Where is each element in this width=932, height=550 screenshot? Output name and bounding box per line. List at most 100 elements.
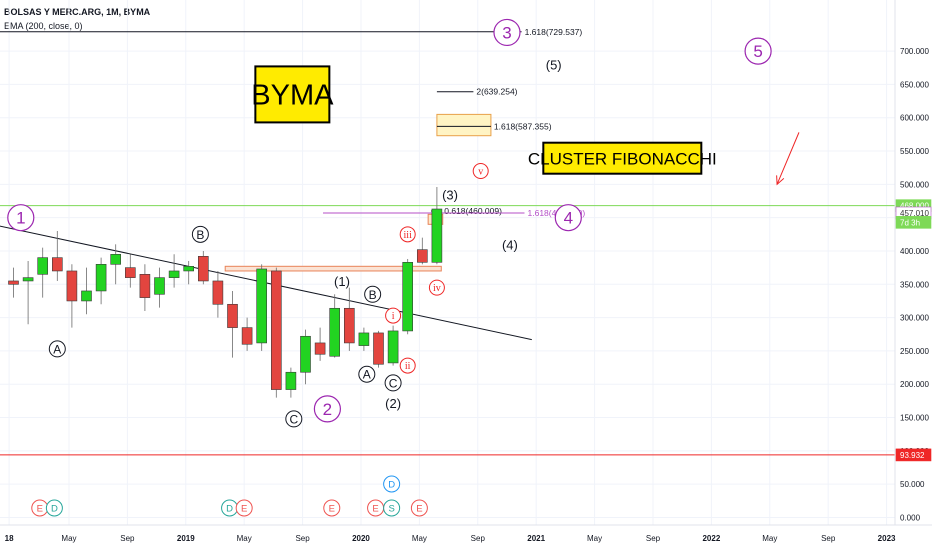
wave-label-circle	[285, 410, 303, 428]
wave-label-circle	[358, 365, 376, 383]
wave-label-minor: iv	[433, 283, 441, 294]
cluster-annotation-box	[542, 141, 703, 175]
y-tick-label: 350.000	[900, 280, 929, 289]
candle	[8, 280, 19, 285]
candle	[198, 256, 209, 282]
x-tick-label: 2020	[352, 534, 370, 543]
candle	[125, 267, 136, 278]
event-marker-circle	[410, 499, 428, 517]
x-tick-label: Sep	[646, 534, 661, 543]
x-tick-label: 2022	[702, 534, 720, 543]
candle	[300, 335, 311, 373]
y-tick-label: 700.000	[900, 47, 929, 56]
wave-label-circle	[384, 374, 402, 392]
wave-label-minor: iii	[404, 230, 413, 241]
wave-label-circle	[364, 285, 382, 303]
fib-highlight-box	[436, 113, 492, 137]
candle	[81, 290, 92, 302]
candle	[431, 208, 443, 263]
wave-label-abc: C	[289, 412, 298, 426]
event-marker: E	[372, 504, 378, 515]
candle	[154, 277, 165, 295]
event-marker-circle	[383, 475, 401, 493]
candle	[314, 342, 326, 355]
y-tick-label: 650.000	[900, 80, 929, 89]
y-tick-label: 250.000	[900, 347, 929, 356]
candle	[416, 249, 428, 263]
x-tick-label: 2021	[527, 534, 545, 543]
fib-level-label: 0.618(460.009)	[444, 206, 502, 216]
event-marker-circle	[383, 499, 401, 517]
arrow-head	[776, 175, 785, 186]
x-tick-label: Sep	[295, 534, 310, 543]
wave-label-intermediate: (5)	[546, 57, 562, 72]
chart-symbol-title: BOLSAS Y MERC.ARG, 1M, BYMA	[4, 7, 151, 17]
fib-level-label: 1.618(729.537)	[525, 27, 583, 37]
candle	[270, 270, 282, 390]
y-tick-label: 400.000	[900, 247, 929, 256]
event-marker-circle	[323, 499, 341, 517]
wave-label-circle	[428, 279, 445, 296]
price-label: 468.000	[900, 202, 929, 211]
wave-label-abc: B	[196, 228, 204, 242]
wave-label-circle	[399, 226, 416, 243]
x-tick-label: Sep	[120, 534, 135, 543]
wave-label-circle	[472, 163, 489, 180]
wave-label-circle	[493, 18, 521, 47]
wave-label-primary: 3	[502, 23, 511, 42]
wave-label-minor: v	[478, 167, 483, 178]
candle	[66, 270, 78, 302]
y-tick-label: 300.000	[900, 314, 929, 323]
cluster-annotation: CLUSTER FIBONACCHI	[528, 150, 717, 169]
y-tick-label: 150.000	[900, 414, 929, 423]
candle	[402, 262, 414, 332]
y-tick-label: 500.000	[900, 180, 929, 189]
candle	[227, 303, 238, 328]
candle	[285, 371, 297, 390]
wave-label-circle	[385, 307, 402, 324]
candle	[358, 332, 370, 346]
wave-label-abc: C	[389, 376, 398, 390]
wave-label-primary: 5	[753, 42, 762, 61]
wave-label-primary: 4	[564, 209, 573, 228]
x-tick-label: May	[61, 534, 76, 543]
wave-label-intermediate: (2)	[385, 396, 401, 411]
indicator-legend: EMA (200, close, 0)	[4, 21, 83, 31]
wave-label-circle	[554, 204, 582, 232]
wave-label-intermediate: (3)	[442, 187, 458, 202]
y-tick-label: 200.000	[900, 380, 929, 389]
x-tick-label: 2023	[878, 534, 896, 543]
wave-label-primary: 1	[16, 209, 25, 228]
candle	[387, 330, 399, 364]
y-tick-label: 550.000	[900, 147, 929, 156]
wave-label-primary: 2	[323, 400, 332, 419]
event-marker: E	[329, 504, 335, 515]
wave-label-abc: A	[53, 342, 61, 356]
candle	[329, 307, 341, 357]
wave-label-circle	[399, 357, 416, 374]
x-tick-label: May	[412, 534, 427, 543]
candles	[8, 187, 443, 398]
event-marker: D	[51, 504, 58, 515]
price-label: 7d 3h	[900, 218, 920, 227]
wave-label-circle	[7, 204, 35, 232]
wave-label-circle	[48, 340, 66, 358]
event-marker: E	[416, 504, 422, 515]
candle	[22, 277, 34, 282]
y-tick-label: 600.000	[900, 114, 929, 123]
arrow-shaft	[776, 132, 800, 185]
wave-label-minor: ii	[405, 361, 411, 372]
event-marker: E	[37, 504, 43, 515]
event-marker: D	[388, 480, 395, 491]
price-label-bg	[895, 448, 932, 462]
wave-label-circle	[744, 37, 772, 65]
y-tick-label: 0.000	[900, 514, 921, 523]
wave-label-circle	[191, 225, 209, 243]
price-label-bg	[895, 216, 932, 229]
candle	[110, 254, 121, 265]
event-marker-circle	[235, 499, 253, 517]
candle	[373, 332, 384, 365]
wave-label-intermediate: (1)	[334, 274, 350, 289]
candle	[95, 264, 107, 292]
